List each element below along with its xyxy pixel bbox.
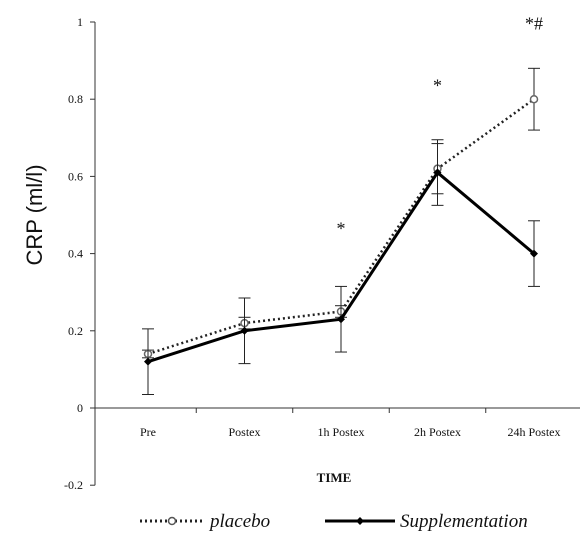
y-tick-label: 0.8 [68,92,83,106]
data-point [240,326,249,335]
legend-supplementation-marker [356,517,364,525]
series-group [142,67,540,395]
significance-marker: * [433,75,442,95]
x-tick-label: 1h Postex [317,425,364,439]
significance-marker: * [337,218,346,238]
legend-placebo-label: placebo [208,511,270,532]
significance-annotations: * * *# [337,14,544,239]
series-line-placebo [147,98,535,356]
data-point [337,315,345,324]
data-point [144,357,152,366]
data-point [530,249,538,258]
y-tick-label: -0.2 [64,478,83,492]
x-tick-label: Postex [228,425,260,439]
y-tick-label: 1 [77,15,83,29]
x-tick-label: 2h Postex [414,425,461,439]
data-point [433,168,442,177]
legend: placebo Supplementation [140,511,528,532]
y-tick-label: 0.2 [68,324,83,338]
y-tick-label: 0.6 [68,169,83,183]
y-tick-label: 0.4 [68,247,83,261]
y-axis-label: CRP (ml/l) [22,164,47,265]
x-axis-label: TIME [317,470,352,485]
x-tick-label: 24h Postex [507,425,560,439]
legend-placebo-marker [167,516,177,526]
axes [94,22,580,486]
significance-marker: *# [525,14,543,34]
x-axis-ticks: Pre Postex 1h Postex 2h Postex 24h Postex [140,408,561,439]
y-tick-label: 0 [77,401,83,415]
data-point [529,94,539,104]
legend-supplementation-label: Supplementation [400,511,528,532]
series-supplementation [142,139,540,395]
y-axis-ticks: 1 0.8 0.6 0.4 0.2 0 -0.2 [64,15,95,492]
x-tick-label: Pre [140,425,156,439]
